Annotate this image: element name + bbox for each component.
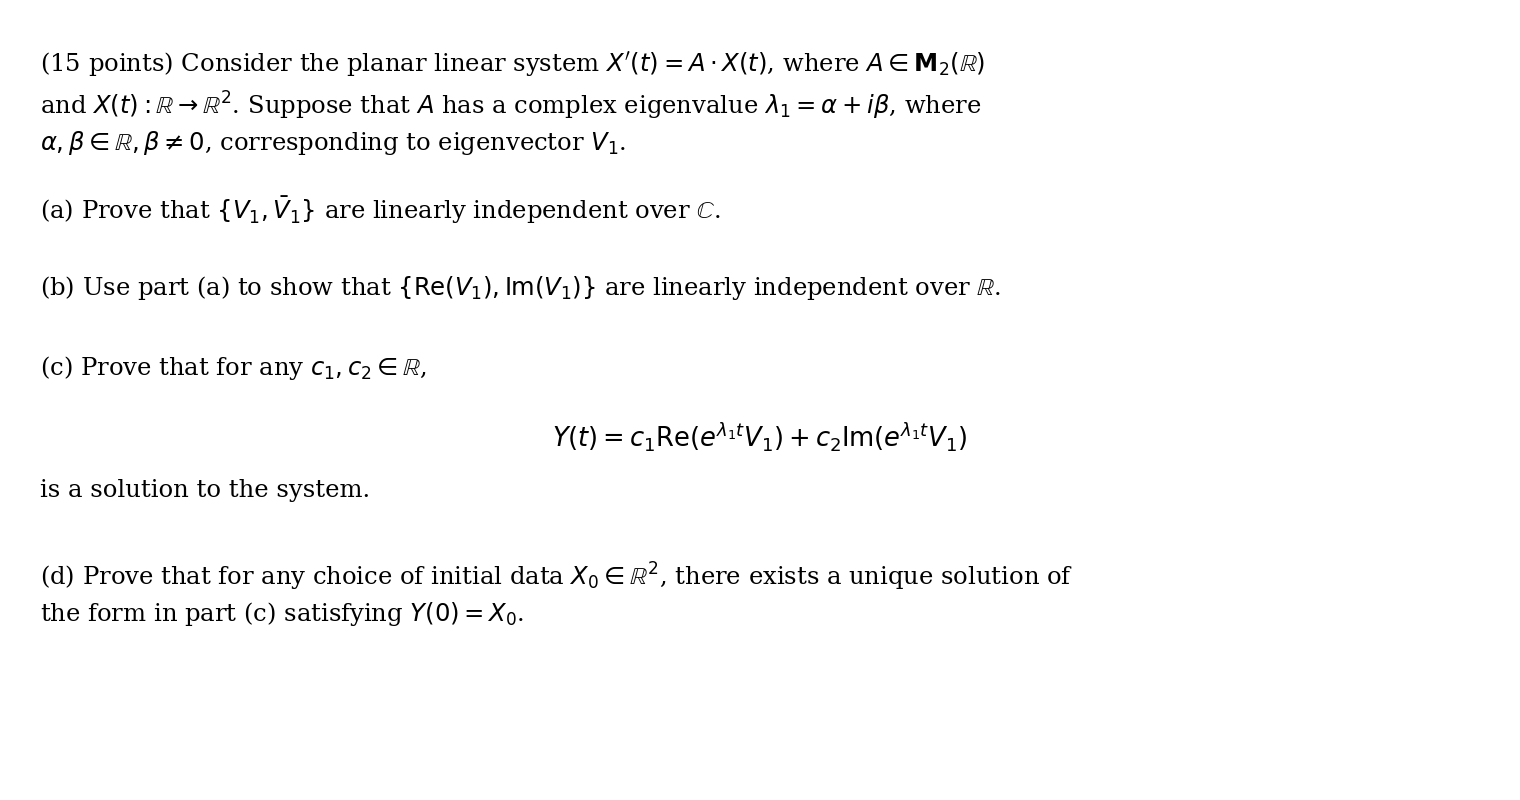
Text: (d) Prove that for any choice of initial data $X_0 \in \mathbb{R}^2$, there exis: (d) Prove that for any choice of initial… (40, 561, 1073, 594)
Text: is a solution to the system.: is a solution to the system. (40, 478, 371, 502)
Text: (15 points) Consider the planar linear system $X'(t) = A \cdot X(t)$, where $A \: (15 points) Consider the planar linear s… (40, 50, 985, 79)
Text: (c) Prove that for any $c_1, c_2 \in \mathbb{R}$,: (c) Prove that for any $c_1, c_2 \in \ma… (40, 354, 427, 382)
Text: and $X(t) : \mathbb{R} \to \mathbb{R}^2$. Suppose that $A$ has a complex eigenva: and $X(t) : \mathbb{R} \to \mathbb{R}^2$… (40, 90, 982, 122)
Text: (b) Use part (a) to show that $\{\mathrm{Re}(V_1), \mathrm{Im}(V_1)\}$ are linea: (b) Use part (a) to show that $\{\mathrm… (40, 274, 1000, 302)
Text: (a) Prove that $\{V_1, \bar{V}_1\}$ are linearly independent over $\mathbb{C}$.: (a) Prove that $\{V_1, \bar{V}_1\}$ are … (40, 194, 720, 226)
Text: the form in part (c) satisfying $Y(0) = X_0$.: the form in part (c) satisfying $Y(0) = … (40, 601, 524, 629)
Text: $\alpha, \beta \in \mathbb{R}, \beta \neq 0$, corresponding to eigenvector $V_1$: $\alpha, \beta \in \mathbb{R}, \beta \ne… (40, 129, 626, 157)
Text: $Y(t) = c_1 \mathrm{Re}(e^{\lambda_1 t} V_1) + c_2 \mathrm{Im}(e^{\lambda_1 t} V: $Y(t) = c_1 \mathrm{Re}(e^{\lambda_1 t} … (552, 420, 968, 453)
